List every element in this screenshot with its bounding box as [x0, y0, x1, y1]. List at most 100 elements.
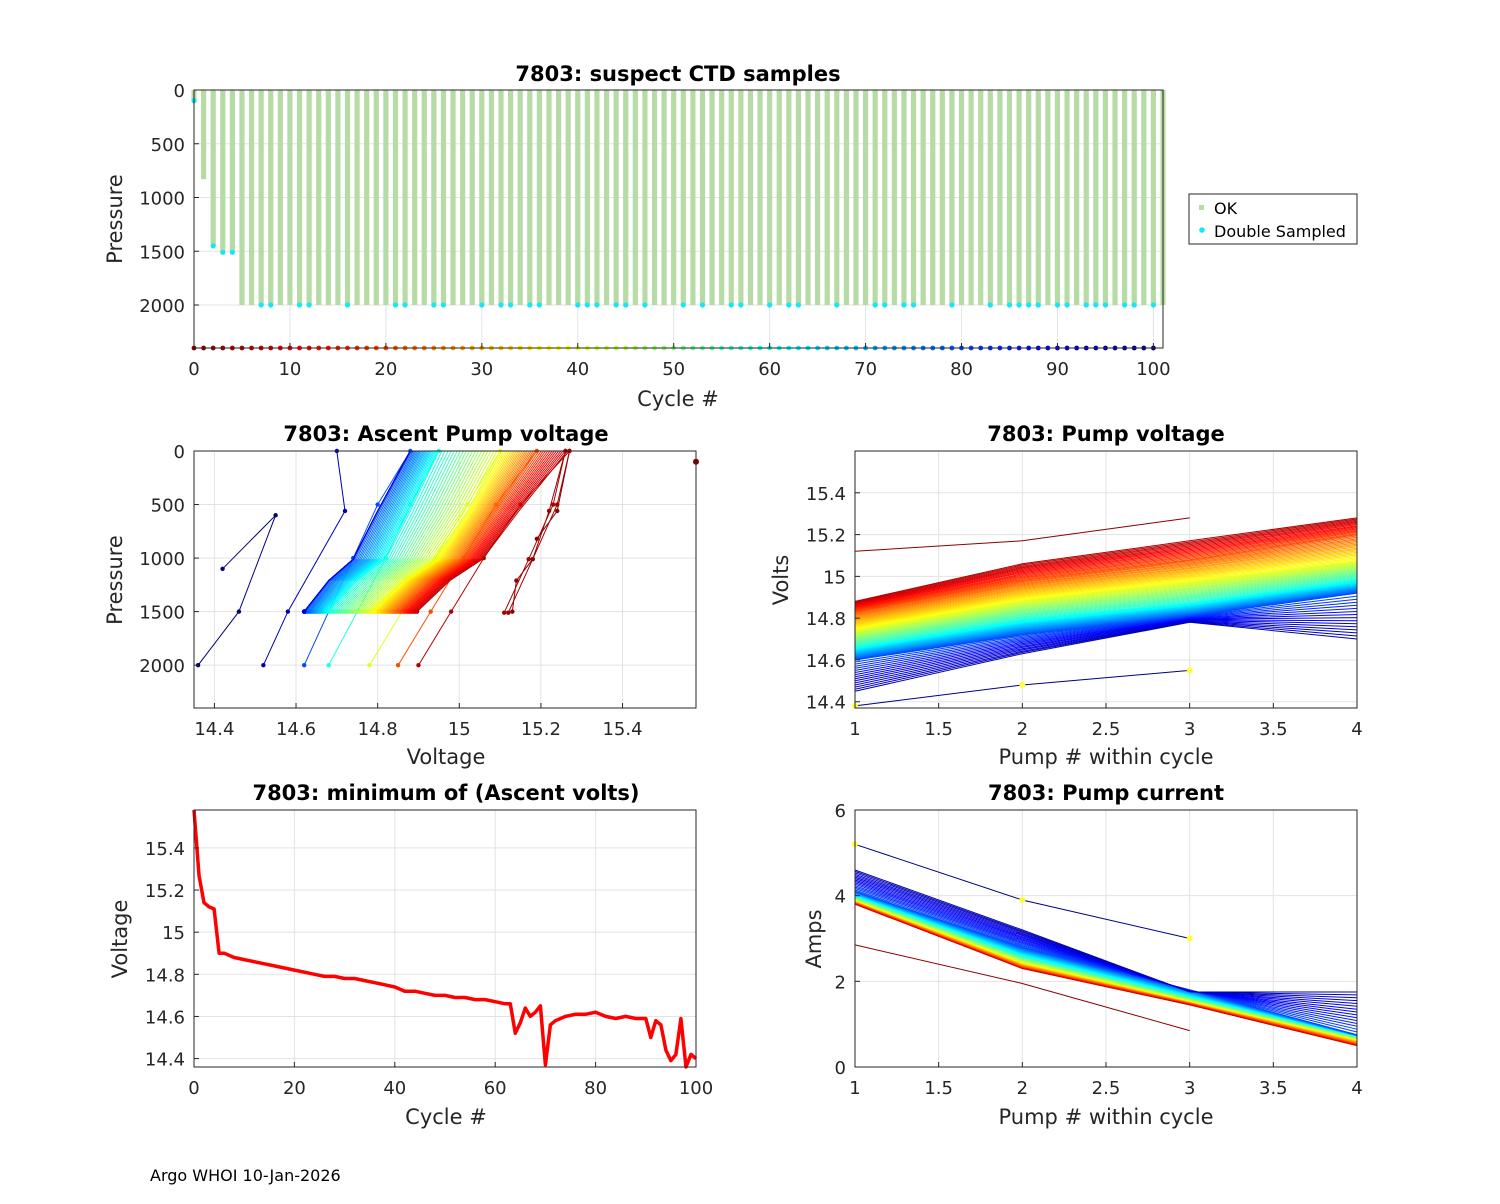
- ok-samples-cycle: [728, 90, 734, 305]
- ok-samples-cycle: [603, 90, 610, 305]
- ascent-profile-line: [408, 450, 555, 612]
- ascent-point: [301, 609, 307, 614]
- suspect-xtick-label: 40: [566, 359, 589, 380]
- ok-samples-cycle: [1150, 90, 1157, 305]
- ok-samples-cycle: [968, 90, 974, 305]
- ok-samples-cycle: [431, 90, 437, 305]
- minv-xlabel: Cycle #: [405, 1105, 487, 1129]
- ok-samples-cycle: [517, 90, 523, 305]
- ascent-profile-line: [369, 450, 501, 612]
- ascent-point: [514, 578, 519, 583]
- ascent-profile-line: [342, 450, 461, 612]
- ok-samples-cycle: [671, 90, 677, 305]
- pumpv-series-line: [854, 538, 1358, 616]
- ok-samples-cycle: [402, 90, 408, 305]
- ok-samples-cycle: [1141, 90, 1147, 305]
- ascent-profile-line: [325, 450, 437, 612]
- pumpv-series-line: [854, 583, 1358, 652]
- pumpv-series-line: [854, 619, 1358, 680]
- ascent-point: [273, 513, 278, 518]
- suspect-ytick-label: 1000: [139, 189, 185, 210]
- pumpv-series-line: [854, 569, 1358, 639]
- pumpv-series-line: [854, 517, 1190, 552]
- ascent-profile-line: [360, 450, 489, 612]
- minv-ytick-label: 15.4: [145, 839, 185, 860]
- pumpv-series-line: [854, 598, 1358, 665]
- ok-samples-cycle: [891, 90, 897, 305]
- pumpv-series-line: [854, 581, 1358, 650]
- pumpv-xlabel: Pump # within cycle: [999, 745, 1214, 769]
- ok-samples-cycle: [1074, 90, 1080, 305]
- double-sampled-point: [680, 302, 686, 308]
- ok-samples-cycle: [815, 90, 821, 305]
- ascent-profile-line: [383, 450, 519, 612]
- suspect-ylabel: Pressure: [103, 174, 127, 264]
- pumpv-series-line: [854, 518, 1358, 603]
- ok-samples-cycle: [776, 90, 782, 305]
- pumpv-series-line: [854, 539, 1358, 617]
- pumpv-series-line: [854, 562, 1358, 632]
- pumpv-series-line: [854, 527, 1358, 609]
- minv-xtick-label: 40: [383, 1078, 406, 1099]
- ascent-profile-line: [404, 450, 549, 612]
- double-sampled-point: [479, 302, 485, 308]
- pumpv-series-line: [854, 536, 1358, 615]
- ascent-profile-line: [415, 450, 566, 612]
- ascent-profile-line: [330, 450, 443, 612]
- ok-samples-cycle: [1122, 90, 1128, 305]
- pumpv-series-line: [854, 586, 1358, 655]
- pumpv-xtick-label: 1.5: [924, 719, 953, 740]
- ok-samples-cycle: [239, 90, 245, 305]
- double-sampled-point: [536, 302, 542, 308]
- ascent-profile-line: [322, 450, 433, 612]
- pumpv-series-line: [854, 564, 1358, 634]
- ascent-profile-line: [309, 450, 418, 612]
- double-sampled-point: [1006, 302, 1013, 308]
- pumpv-series-line: [854, 558, 1358, 630]
- ascent-profile-line: [401, 450, 544, 612]
- double-sampled-point: [1035, 302, 1041, 308]
- ok-samples-cycle: [335, 90, 341, 305]
- ascent-profile-line: [358, 450, 486, 612]
- ascent-profile-line: [409, 450, 557, 612]
- ascent-profile-line: [306, 450, 414, 612]
- ascent-profile-line: [405, 450, 551, 612]
- ok-samples-cycle: [882, 90, 888, 305]
- suspect-title: 7803: suspect CTD samples: [515, 62, 840, 86]
- minv-ytick-label: 14.8: [145, 965, 185, 986]
- pumpc-latest-marker: [1019, 896, 1026, 903]
- ok-samples-cycle: [325, 90, 331, 305]
- minv-ticks: 0 20 40 60 80 100 14.4 14.6 14.8 15 15.2 15.4: [145, 839, 713, 1099]
- pumpv-xtick-label: 4: [1351, 719, 1362, 740]
- ok-samples-cycle: [421, 90, 427, 305]
- double-sampled-point: [623, 302, 629, 308]
- pumpv-series-line: [854, 520, 1358, 604]
- double-sampled-point: [1122, 302, 1128, 308]
- ascent-point: [448, 609, 454, 614]
- pumpv-series-line: [854, 620, 1358, 686]
- pumpv-series-line: [854, 570, 1358, 640]
- ascent-profile-line: [308, 450, 417, 612]
- pump-voltage-panel: 1 1.5 2 2.5 3 3.5 4 14.4 14.6 14.8 15 15.2 15.4 7803…: [769, 422, 1363, 769]
- double-sampled-point: [268, 302, 274, 308]
- ascent-profile-line: [396, 450, 536, 612]
- pumpv-series-line: [854, 540, 1358, 618]
- ascent-xlabel: Voltage: [407, 745, 486, 769]
- pumpv-series-line: [854, 568, 1358, 638]
- double-sampled-point: [1016, 302, 1022, 308]
- minv-xtick-label: 20: [283, 1078, 306, 1099]
- ok-samples-cycle: [1006, 90, 1013, 305]
- pumpv-ytick-label: 14.6: [806, 651, 846, 672]
- ok-samples-cycle: [958, 90, 965, 305]
- legend-double-label: Double Sampled: [1214, 222, 1346, 241]
- minv-xtick-label: 60: [484, 1078, 507, 1099]
- double-sampled-point: [498, 302, 504, 308]
- ascent-point: [326, 662, 331, 668]
- min-ascent-volts-panel: 0 20 40 60 80 100 14.4 14.6 14.8 15 15.2 15.4 7803:…: [108, 781, 713, 1129]
- pumpv-series-line: [854, 582, 1358, 651]
- pumpv-series-line: [854, 583, 1358, 651]
- double-sampled-point: [1150, 302, 1157, 308]
- pumpv-ytick-label: 14.8: [806, 609, 846, 630]
- ascent-profile-line: [327, 450, 438, 612]
- pumpc-series-line: [854, 869, 1357, 993]
